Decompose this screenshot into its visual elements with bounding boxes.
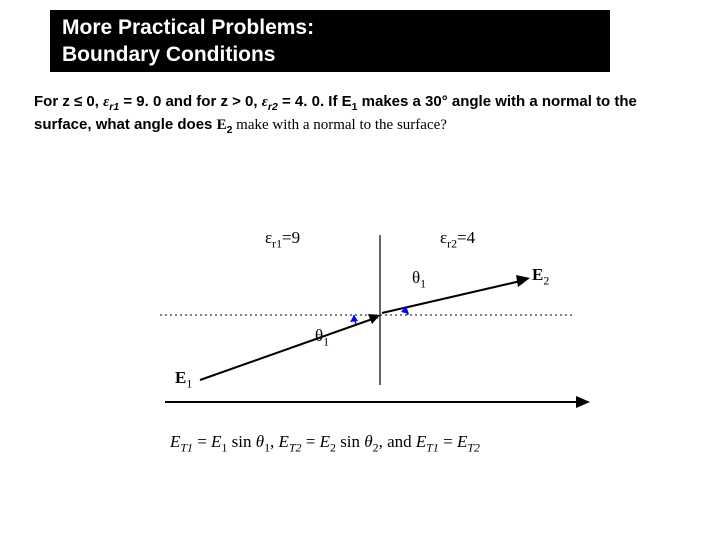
eps-r2-label: εr2=4: [440, 228, 475, 251]
eps2-sub: r2: [268, 101, 278, 113]
title-line1: More Practical Problems:: [62, 16, 314, 39]
eq-sep1: ,: [270, 432, 279, 451]
theta1-sub-l: 1: [323, 334, 329, 348]
eq-p3bs: T2: [467, 440, 480, 454]
e2-sym: E: [217, 117, 227, 133]
eps-r2-val: =4: [457, 228, 475, 247]
diagram-svg: [120, 230, 600, 460]
eq-p1as: T1: [180, 440, 193, 454]
eps-r1-sub: r1: [272, 236, 282, 250]
eq-p3b: = E: [439, 432, 467, 451]
eq-p2b: = E: [302, 432, 330, 451]
eps-r1-label: εr1=9: [265, 228, 300, 251]
e2-vec-sub: 2: [543, 273, 549, 287]
eq-p2c: sin θ: [336, 432, 373, 451]
theta1-label-lower: θ1: [315, 326, 329, 349]
e1-vector-label: E1: [175, 368, 192, 391]
theta1-sub-u: 1: [420, 276, 426, 290]
eps2-val: = 4. 0. If: [278, 93, 342, 110]
eq-p1a: E: [170, 432, 180, 451]
theta1-label-upper: θ1: [412, 268, 426, 291]
eq-p2a: E: [279, 432, 289, 451]
eps1-val: = 9. 0 and for z > 0,: [119, 93, 262, 110]
eps-r1-val: =9: [282, 228, 300, 247]
eq-p2as: T2: [289, 440, 302, 454]
e1-vec-sub: 1: [186, 376, 192, 390]
eq-p1b: = E: [193, 432, 221, 451]
diagram: εr1=9 εr2=4 θ1 θ1 E1 E2 ET1 = E1 sin θ1,…: [120, 230, 600, 460]
e2-vector-label: E2: [532, 265, 549, 288]
eps1-sub: r1: [109, 101, 119, 113]
e2-vec-sym: E: [532, 265, 543, 284]
eq-sep2: , and: [379, 432, 416, 451]
theta1-sym-u: θ: [412, 268, 420, 287]
title-box: More Practical Problems: Boundary Condit…: [50, 10, 610, 72]
eq-p3a: E: [416, 432, 426, 451]
problem-text: For z ≤ 0, εr1 = 9. 0 and for z > 0, εr2…: [34, 92, 688, 137]
theta1-sym-l: θ: [315, 326, 323, 345]
eq-p3as: T1: [426, 440, 439, 454]
problem-tail: make with a normal to the surface?: [232, 117, 447, 133]
e1-sym: E: [342, 93, 352, 110]
eps-r2-sub: r2: [447, 236, 457, 250]
problem-prefix: For z ≤ 0,: [34, 93, 103, 110]
eq-p1c: sin θ: [227, 432, 264, 451]
e1-vec-sym: E: [175, 368, 186, 387]
equation-line: ET1 = E1 sin θ1, ET2 = E2 sin θ2, and ET…: [170, 432, 600, 455]
title-line2: Boundary Conditions: [62, 43, 276, 66]
